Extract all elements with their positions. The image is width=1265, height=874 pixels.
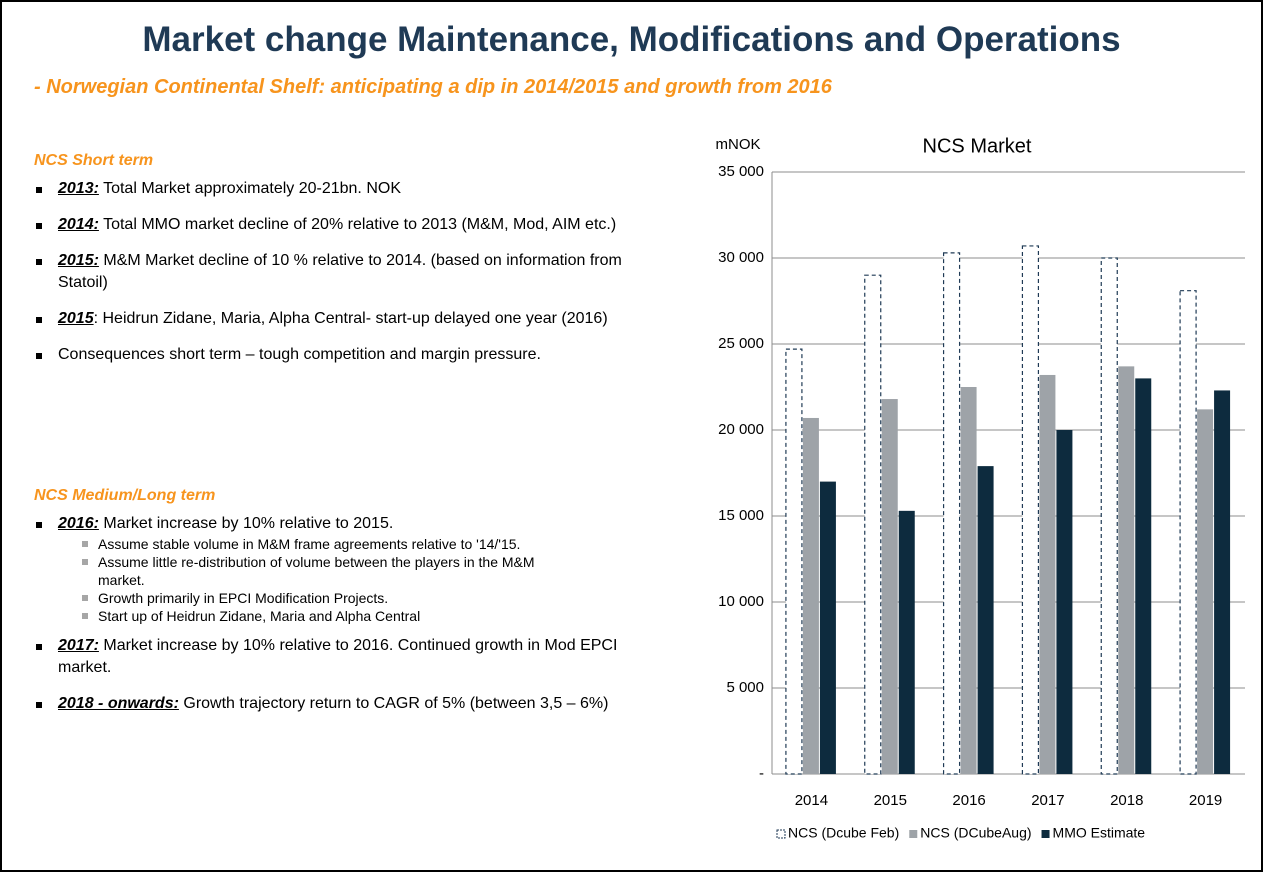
y-tick-label: - <box>759 765 764 782</box>
bar <box>898 510 915 774</box>
bullet-text: Growth trajectory return to CAGR of 5% (… <box>178 695 609 712</box>
x-tick-label: 2016 <box>952 792 985 809</box>
bar <box>1135 378 1152 774</box>
bullet-lead: 2015 <box>58 310 94 327</box>
bar <box>1039 374 1056 774</box>
y-tick-label: 5 000 <box>726 679 764 696</box>
bar <box>819 481 836 774</box>
x-tick-label: 2018 <box>1110 792 1143 809</box>
bullet-text: Market increase by 10% relative to 2015. <box>98 515 394 532</box>
bar <box>785 348 803 775</box>
sub-bullet: Start up of Heidrun Zidane, Maria and Al… <box>58 607 538 625</box>
bullet: Consequences short term – tough competit… <box>34 344 624 366</box>
y-tick-label: 35 000 <box>718 163 764 180</box>
legend-label: NCS (DCubeAug) <box>920 825 1031 841</box>
bullet-lead: 2014: <box>58 216 99 233</box>
bar <box>1214 390 1231 774</box>
section: NCS Medium/Long term 2016: Market increas… <box>34 487 624 729</box>
bar <box>864 274 882 775</box>
y-tick-label: 10 000 <box>718 593 764 610</box>
bar <box>942 252 961 775</box>
bullet: 2015: M&M Market decline of 10 % relativ… <box>34 250 624 294</box>
bullet: 2014: Total MMO market decline of 20% re… <box>34 214 624 236</box>
y-axis-label: mNOK <box>716 136 761 153</box>
bullet: 2017: Market increase by 10% relative to… <box>34 635 624 679</box>
sub-bullet: Assume little re-distribution of volume … <box>58 553 538 589</box>
section: NCS Short term 2013: Total Market approxi… <box>34 152 624 380</box>
legend-swatch <box>776 829 786 839</box>
legend-swatch <box>1041 830 1050 838</box>
section-heading: NCS Short term <box>34 152 154 169</box>
bullet-text: M&M Market decline of 10 % relative to 2… <box>58 252 622 291</box>
bullet: 2013: Total Market approximately 20-21bn… <box>34 178 624 200</box>
bar <box>960 387 977 774</box>
legend-label: MMO Estimate <box>1053 825 1146 841</box>
bullet: 2016: Market increase by 10% relative to… <box>34 513 624 625</box>
subtitle: - Norwegian Continental Shelf: anticipat… <box>34 76 832 98</box>
chart-title: NCS Market <box>923 135 1032 157</box>
x-tick-label: 2019 <box>1189 792 1222 809</box>
bullet-lead: 2016: <box>58 515 99 532</box>
section-heading: NCS Medium/Long term <box>34 487 216 504</box>
bullet: 2018 - onwards: Growth trajectory return… <box>34 693 624 715</box>
bullet-lead: 2017: <box>58 637 99 654</box>
y-tick-label: 15 000 <box>718 507 764 524</box>
bullet-lead: 2013: <box>58 180 99 197</box>
bullet: 2015: Heidrun Zidane, Maria, Alpha Centr… <box>34 308 624 330</box>
y-tick-label: 30 000 <box>718 249 764 266</box>
legend-swatch <box>909 830 918 838</box>
x-tick-label: 2014 <box>795 792 828 809</box>
bar <box>1197 409 1214 774</box>
bar <box>1021 245 1040 775</box>
sub-bullet: Assume stable volume in M&M frame agreem… <box>58 535 538 553</box>
bar <box>1118 366 1135 774</box>
bullet-text: : Heidrun Zidane, Maria, Alpha Central- … <box>93 310 608 327</box>
bar <box>802 417 819 774</box>
x-tick-label: 2015 <box>874 792 907 809</box>
bar <box>1179 290 1197 775</box>
bullet-text: Total MMO market decline of 20% relative… <box>98 216 617 233</box>
bullet-lead: 2015: <box>58 252 99 269</box>
bullet-text: Total Market approximately 20-21bn. NOK <box>98 180 401 197</box>
y-tick-label: 25 000 <box>718 335 764 352</box>
bar <box>977 466 994 774</box>
bullet-text: Consequences short term – tough competit… <box>58 346 541 363</box>
x-tick-label: 2017 <box>1031 792 1064 809</box>
title: Market change Maintenance, Modifications… <box>142 20 1121 59</box>
bullet-text: Market increase by 10% relative to 2016.… <box>58 637 618 676</box>
bullet-lead: 2018 - onwards: <box>58 695 179 712</box>
y-tick-label: 20 000 <box>718 421 764 438</box>
bar <box>1100 257 1118 775</box>
sub-bullet: Growth primarily in EPCI Modification Pr… <box>58 589 538 607</box>
bar <box>881 399 898 774</box>
legend-label: NCS (Dcube Feb) <box>788 825 899 841</box>
bar <box>1056 430 1073 774</box>
